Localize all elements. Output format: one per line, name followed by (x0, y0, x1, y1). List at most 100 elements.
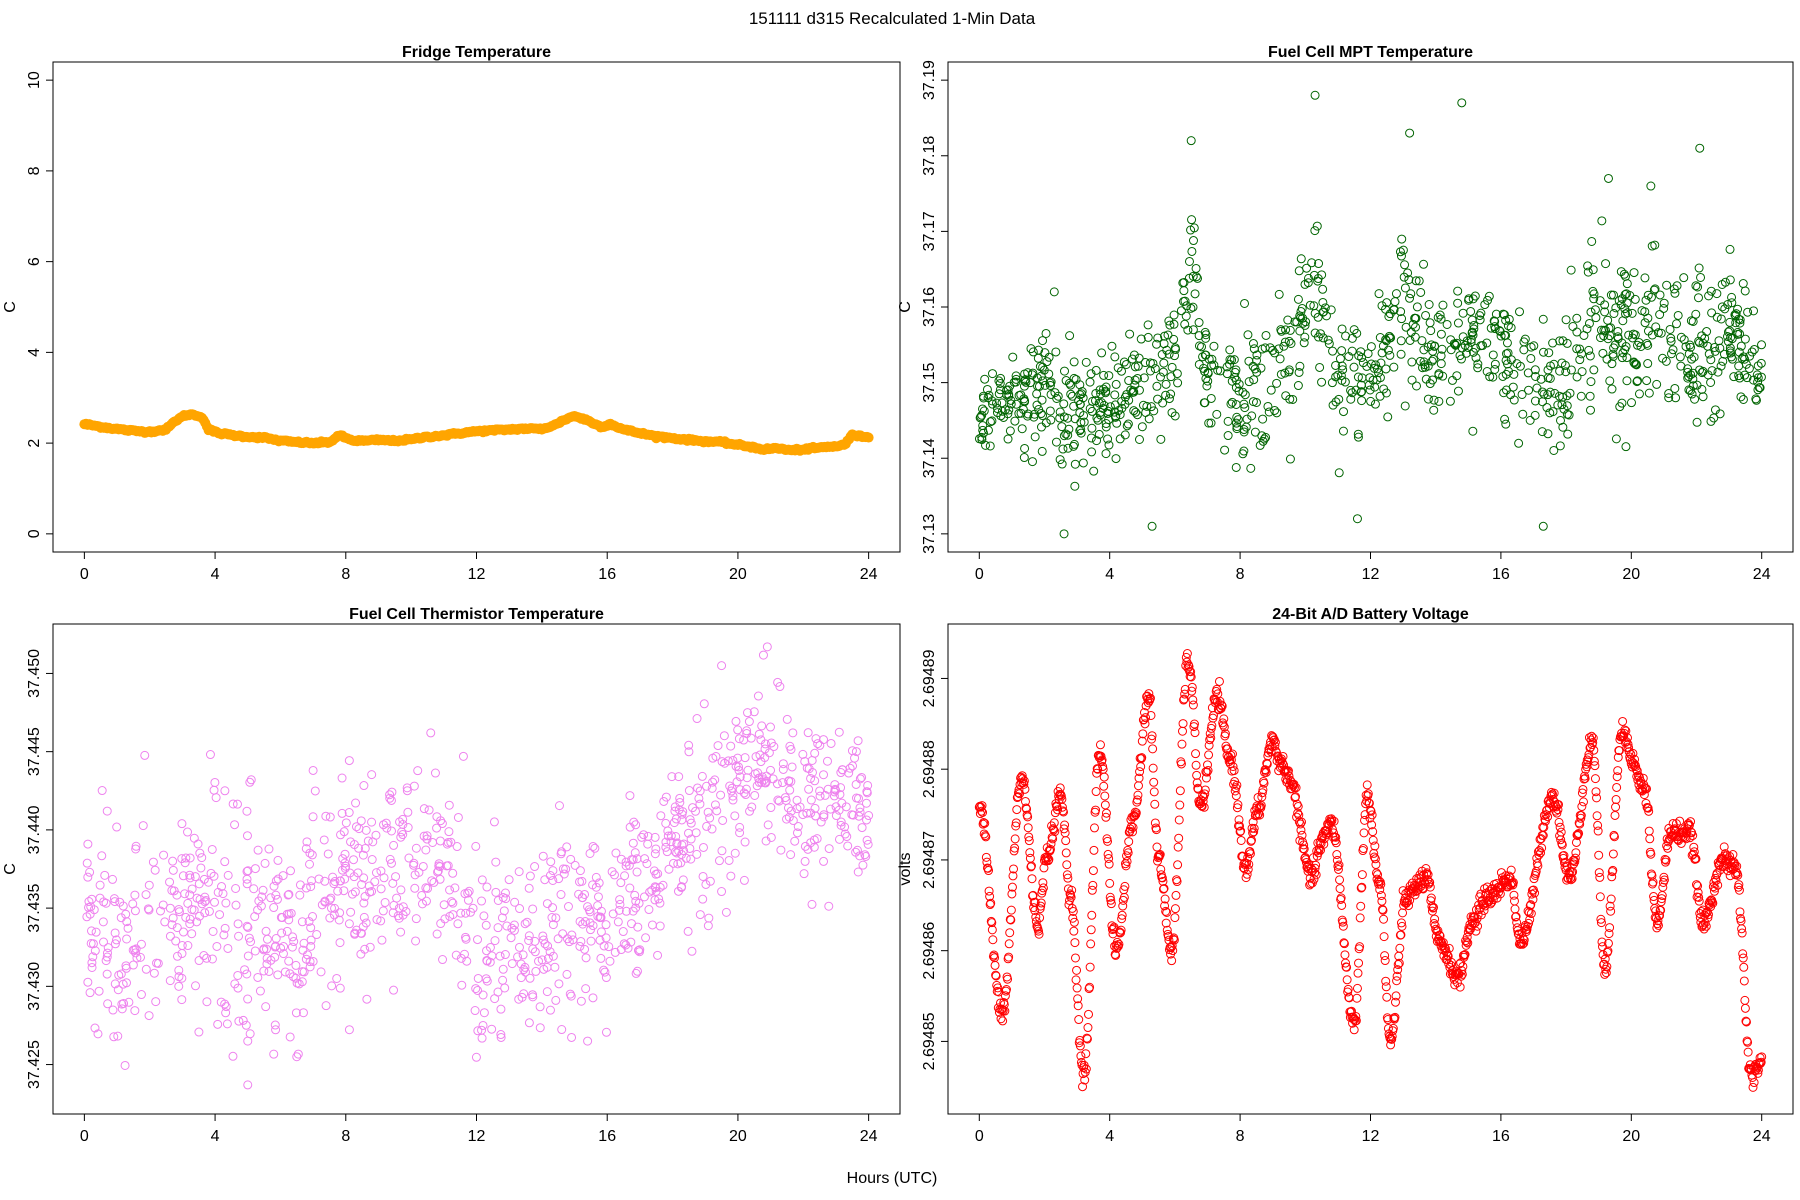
data-point (1375, 373, 1385, 383)
data-point (218, 889, 228, 899)
data-point (1616, 267, 1626, 277)
data-point (1666, 336, 1676, 346)
data-point (1648, 877, 1658, 887)
data-point (1444, 959, 1454, 969)
data-point (1525, 915, 1535, 925)
data-point (1313, 276, 1323, 286)
data-point (1172, 877, 1182, 887)
data-point (762, 771, 771, 781)
y-tick-label: 37.445 (26, 727, 43, 776)
data-point (1378, 905, 1388, 915)
data-point (211, 793, 221, 803)
data-point (1603, 938, 1613, 948)
data-point (1606, 290, 1616, 300)
data-point (1160, 901, 1170, 911)
data-point (308, 812, 318, 822)
data-point (671, 832, 681, 842)
data-point (85, 867, 95, 877)
data-point (1069, 926, 1079, 936)
plot-frame (947, 623, 1794, 1115)
data-point (718, 815, 728, 825)
data-point (1188, 271, 1198, 281)
data-point (507, 959, 517, 969)
data-point (760, 744, 770, 754)
data-point (728, 755, 738, 765)
data-point (1162, 907, 1172, 917)
data-point (478, 990, 488, 1000)
data-point (1543, 812, 1553, 822)
data-point (531, 966, 541, 976)
data-point (1295, 361, 1305, 371)
data-point (1330, 836, 1340, 846)
data-point (1672, 281, 1682, 291)
data-point (1568, 322, 1578, 331)
data-point (451, 950, 461, 960)
data-point (493, 896, 503, 905)
data-point (1383, 412, 1393, 422)
data-point (1072, 965, 1082, 975)
data-point (1146, 366, 1156, 376)
data-point (481, 920, 491, 930)
data-point (1236, 826, 1246, 836)
data-point (168, 913, 178, 923)
data-point (719, 731, 729, 741)
data-point (243, 1080, 253, 1090)
data-point (1623, 733, 1632, 743)
data-point (1144, 414, 1154, 424)
data-point (277, 928, 287, 938)
data-point (1199, 398, 1209, 408)
data-point (1457, 343, 1467, 353)
data-point (444, 827, 454, 837)
data-point (1679, 273, 1689, 283)
data-point (1230, 372, 1240, 382)
data-point (1716, 314, 1726, 324)
data-point (1470, 291, 1480, 301)
data-point (601, 933, 611, 943)
data-point (1239, 425, 1249, 435)
data-point (1562, 401, 1572, 411)
data-point (1737, 924, 1747, 934)
data-point (1187, 682, 1197, 692)
data-point (1468, 426, 1478, 436)
data-point (616, 878, 626, 888)
x-tick-label: 12 (468, 1128, 486, 1145)
data-point (1524, 918, 1534, 928)
data-point (1248, 361, 1258, 371)
data-point (824, 844, 834, 854)
data-point (1093, 415, 1103, 425)
data-point (1518, 939, 1528, 949)
data-point (1712, 289, 1722, 299)
data-point (1572, 344, 1582, 354)
data-point (1089, 823, 1099, 833)
y-tick-label: 4 (26, 348, 43, 357)
data-point (583, 902, 593, 912)
data-point (177, 819, 187, 829)
data-point (1735, 907, 1745, 917)
data-point (113, 1031, 123, 1041)
data-point (1466, 334, 1476, 344)
data-point (396, 885, 406, 895)
data-point (1509, 896, 1519, 906)
data-point (562, 842, 572, 852)
data-point (317, 900, 327, 910)
data-point (855, 807, 865, 817)
data-point (1088, 866, 1098, 876)
data-point (739, 875, 749, 885)
data-point (988, 935, 998, 945)
data-point (741, 790, 751, 800)
data-point (1585, 351, 1595, 361)
data-point (1263, 401, 1273, 411)
data-point (1129, 350, 1139, 360)
data-point (1463, 938, 1473, 948)
data-point (1051, 347, 1061, 357)
data-point (1529, 341, 1539, 351)
data-point (1238, 387, 1248, 397)
data-point (1231, 791, 1241, 801)
data-point (664, 864, 674, 874)
data-point (538, 851, 548, 861)
data-point (1147, 734, 1157, 744)
data-point (1006, 399, 1016, 409)
x-tick-label: 20 (1622, 1128, 1640, 1145)
data-point (994, 376, 1004, 386)
